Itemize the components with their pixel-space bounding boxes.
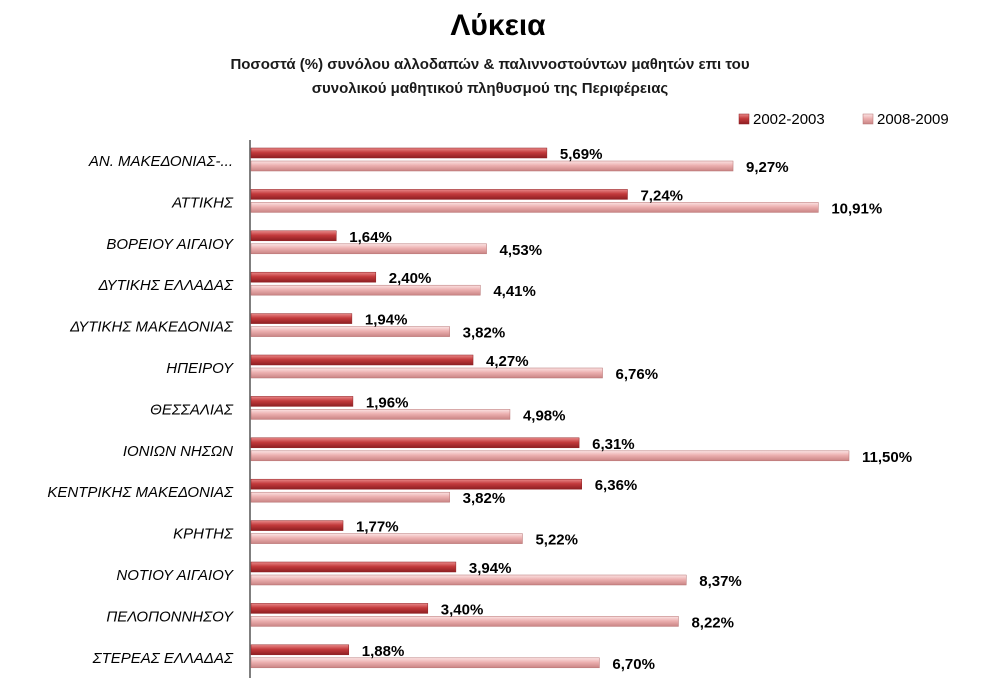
data-label-2008-2009-8: 3,82%	[463, 490, 506, 507]
bar-2008-2009-0	[250, 160, 734, 172]
category-label-5: ΗΠΕΙΡΟΥ	[166, 360, 234, 377]
bar-2008-2009-12	[250, 657, 600, 669]
legend-label-2002-2003: 2002-2003	[753, 111, 825, 128]
data-label-2008-2009-12: 6,70%	[612, 656, 655, 673]
data-label-2002-2003-0: 5,69%	[560, 146, 603, 163]
legend-swatch-2002-2003	[738, 113, 750, 125]
bar-2008-2009-8	[250, 491, 450, 503]
category-label-1: ΑΤΤΙΚΗΣ	[171, 194, 234, 211]
bar-2002-2003-4	[250, 313, 353, 324]
bar-2002-2003-12	[250, 644, 350, 656]
data-label-2008-2009-6: 4,98%	[523, 407, 566, 424]
legend: 2002-2003 2008-2009	[738, 111, 949, 128]
data-label-2008-2009-3: 4,41%	[493, 283, 536, 300]
data-label-2002-2003-9: 1,77%	[356, 519, 399, 536]
bar-2008-2009-10	[250, 574, 687, 586]
bar-2008-2009-3	[250, 284, 481, 296]
category-label-4: ΔΥΤΙΚΗΣ ΜΑΚΕΔΟΝΙΑΣ	[69, 319, 234, 336]
legend-label-2008-2009: 2008-2009	[877, 111, 949, 128]
chart-title: Λύκεια	[450, 9, 546, 42]
bar-2002-2003-3	[250, 271, 377, 283]
bar-2008-2009-4	[250, 326, 450, 337]
data-label-2002-2003-6: 1,96%	[366, 394, 409, 411]
legend-swatch-2008-2009	[862, 113, 874, 125]
category-label-10: ΝΟΤΙΟΥ ΑΙΓΑΙΟΥ	[116, 567, 234, 584]
bar-2008-2009-11	[250, 616, 679, 627]
bar-2002-2003-1	[250, 189, 628, 200]
data-label-2002-2003-11: 3,40%	[441, 601, 484, 618]
data-label-2002-2003-2: 1,64%	[349, 229, 392, 246]
bar-2002-2003-2	[250, 230, 337, 242]
data-label-2008-2009-4: 3,82%	[463, 325, 506, 342]
data-label-2002-2003-12: 1,88%	[362, 643, 405, 660]
bar-2008-2009-1	[250, 202, 819, 213]
data-label-2002-2003-1: 7,24%	[640, 187, 683, 204]
data-label-2002-2003-7: 6,31%	[592, 436, 635, 453]
category-label-7: ΙΟΝΙΩΝ ΝΗΣΩΝ	[123, 443, 233, 460]
bars	[250, 147, 850, 669]
bar-2002-2003-11	[250, 603, 429, 614]
category-labels: ΑΝ. ΜΑΚΕΔΟΝΙΑΣ-... ΑΤΤΙΚΗΣ ΒΟΡΕΙΟΥ ΑΙΓΑΙΟΥ…	[47, 153, 234, 667]
data-labels: 5,69% 9,27% 7,24% 10,91% 1,64% 4,53% 2,40% 4,41…	[349, 146, 912, 673]
category-label-11: ΠΕΛΟΠΟΝΝΗΣΟΥ	[106, 608, 234, 625]
data-label-2008-2009-11: 8,22%	[691, 614, 734, 631]
bar-2008-2009-2	[250, 243, 487, 255]
category-label-0: ΑΝ. ΜΑΚΕΔΟΝΙΑΣ-...	[88, 153, 233, 170]
bar-2002-2003-10	[250, 561, 457, 573]
bar-2002-2003-7	[250, 437, 580, 449]
data-label-2002-2003-10: 3,94%	[469, 560, 512, 577]
category-label-6: ΘΕΣΣΑΛΙΑΣ	[150, 401, 234, 418]
data-label-2002-2003-4: 1,94%	[365, 312, 408, 329]
category-label-12: ΣΤΕΡΕΑΣ ΕΛΛΑΔΑΣ	[92, 650, 234, 667]
data-label-2002-2003-5: 4,27%	[486, 353, 529, 370]
data-label-2008-2009-0: 9,27%	[746, 159, 789, 176]
bar-2008-2009-9	[250, 533, 523, 544]
data-label-2008-2009-1: 10,91%	[831, 200, 882, 217]
bar-2002-2003-5	[250, 354, 474, 366]
bar-2002-2003-9	[250, 520, 344, 531]
bar-2002-2003-6	[250, 396, 354, 407]
bar-2008-2009-5	[250, 367, 603, 379]
bar-2008-2009-6	[250, 409, 511, 420]
bar-2002-2003-8	[250, 478, 582, 490]
category-label-8: ΚΕΝΤΡΙΚΗΣ ΜΑΚΕΔΟΝΙΑΣ	[47, 484, 234, 501]
data-label-2008-2009-9: 5,22%	[535, 532, 578, 549]
data-label-2002-2003-8: 6,36%	[595, 477, 638, 494]
category-label-9: ΚΡΗΤΗΣ	[173, 526, 234, 543]
data-label-2002-2003-3: 2,40%	[389, 270, 432, 287]
category-label-3: ΔΥΤΙΚΗΣ ΕΛΛΑΔΑΣ	[97, 277, 234, 294]
bar-2008-2009-7	[250, 450, 850, 462]
data-label-2008-2009-7: 11,50%	[862, 449, 912, 466]
category-label-2: ΒΟΡΕΙΟΥ ΑΙΓΑΙΟΥ	[106, 236, 234, 253]
chart-subtitle-line-2: συνολικού μαθητικού πληθυσμού της Περιφέ…	[312, 80, 669, 97]
data-label-2008-2009-5: 6,76%	[616, 366, 659, 383]
data-label-2008-2009-2: 4,53%	[500, 242, 543, 259]
data-label-2008-2009-10: 8,37%	[699, 573, 742, 590]
chart-subtitle-line-1: Ποσοστά (%) συνόλου αλλοδαπών & παλιννοσ…	[230, 56, 749, 73]
bar-2002-2003-0	[250, 147, 548, 159]
